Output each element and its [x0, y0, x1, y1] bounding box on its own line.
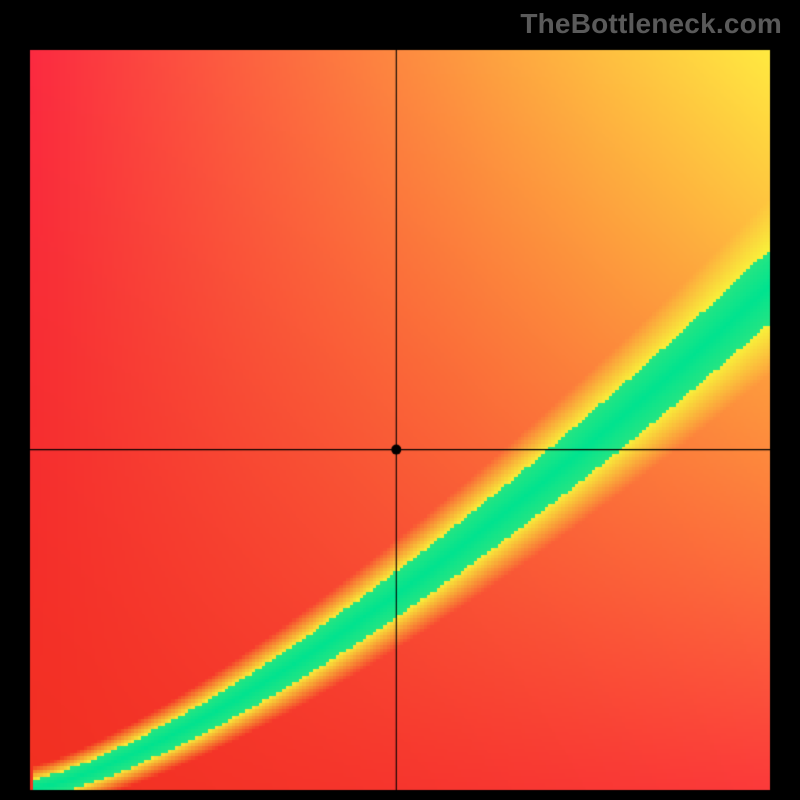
heatmap-canvas: [0, 0, 800, 800]
chart-container: TheBottleneck.com: [0, 0, 800, 800]
watermark-text: TheBottleneck.com: [520, 8, 782, 40]
